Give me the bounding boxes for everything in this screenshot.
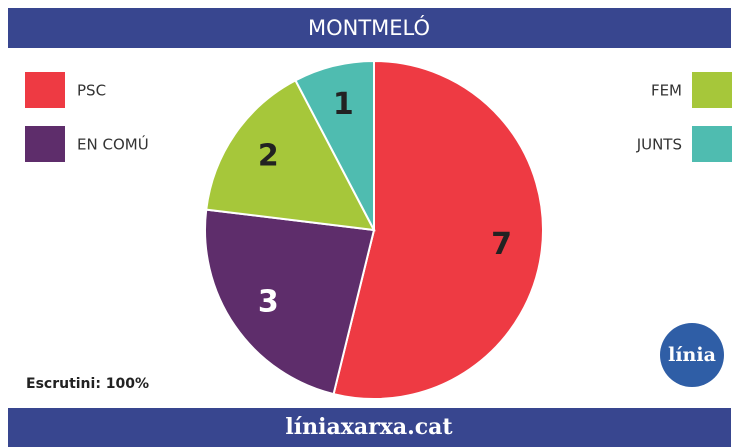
pie-slice <box>205 79 376 232</box>
footer: líniaxarxa.cat <box>285 414 453 440</box>
legend-swatch <box>692 126 732 162</box>
data-label: 7 <box>491 227 512 262</box>
note: Escrutini: 100% <box>26 376 149 392</box>
legend-label: EN COMÚ <box>77 135 149 154</box>
legend-swatch <box>692 72 732 108</box>
pie-slice <box>294 59 375 231</box>
legend-swatch <box>25 126 65 162</box>
pie-slice <box>332 59 544 400</box>
footer-bar <box>8 408 731 447</box>
chart-title: MONTMELÓ <box>308 15 430 40</box>
pie-slice <box>204 208 376 396</box>
legend-swatch <box>25 72 65 108</box>
data-label: 2 <box>258 139 279 174</box>
legend-label: FEM <box>651 82 682 100</box>
logo-circle <box>660 323 724 387</box>
legend-label: JUNTS <box>636 136 682 154</box>
data-label: 1 <box>333 87 354 122</box>
header-bar <box>8 8 731 48</box>
logo: línia <box>668 344 716 366</box>
data-label: 3 <box>258 284 279 319</box>
legend-label: PSC <box>77 82 106 100</box>
